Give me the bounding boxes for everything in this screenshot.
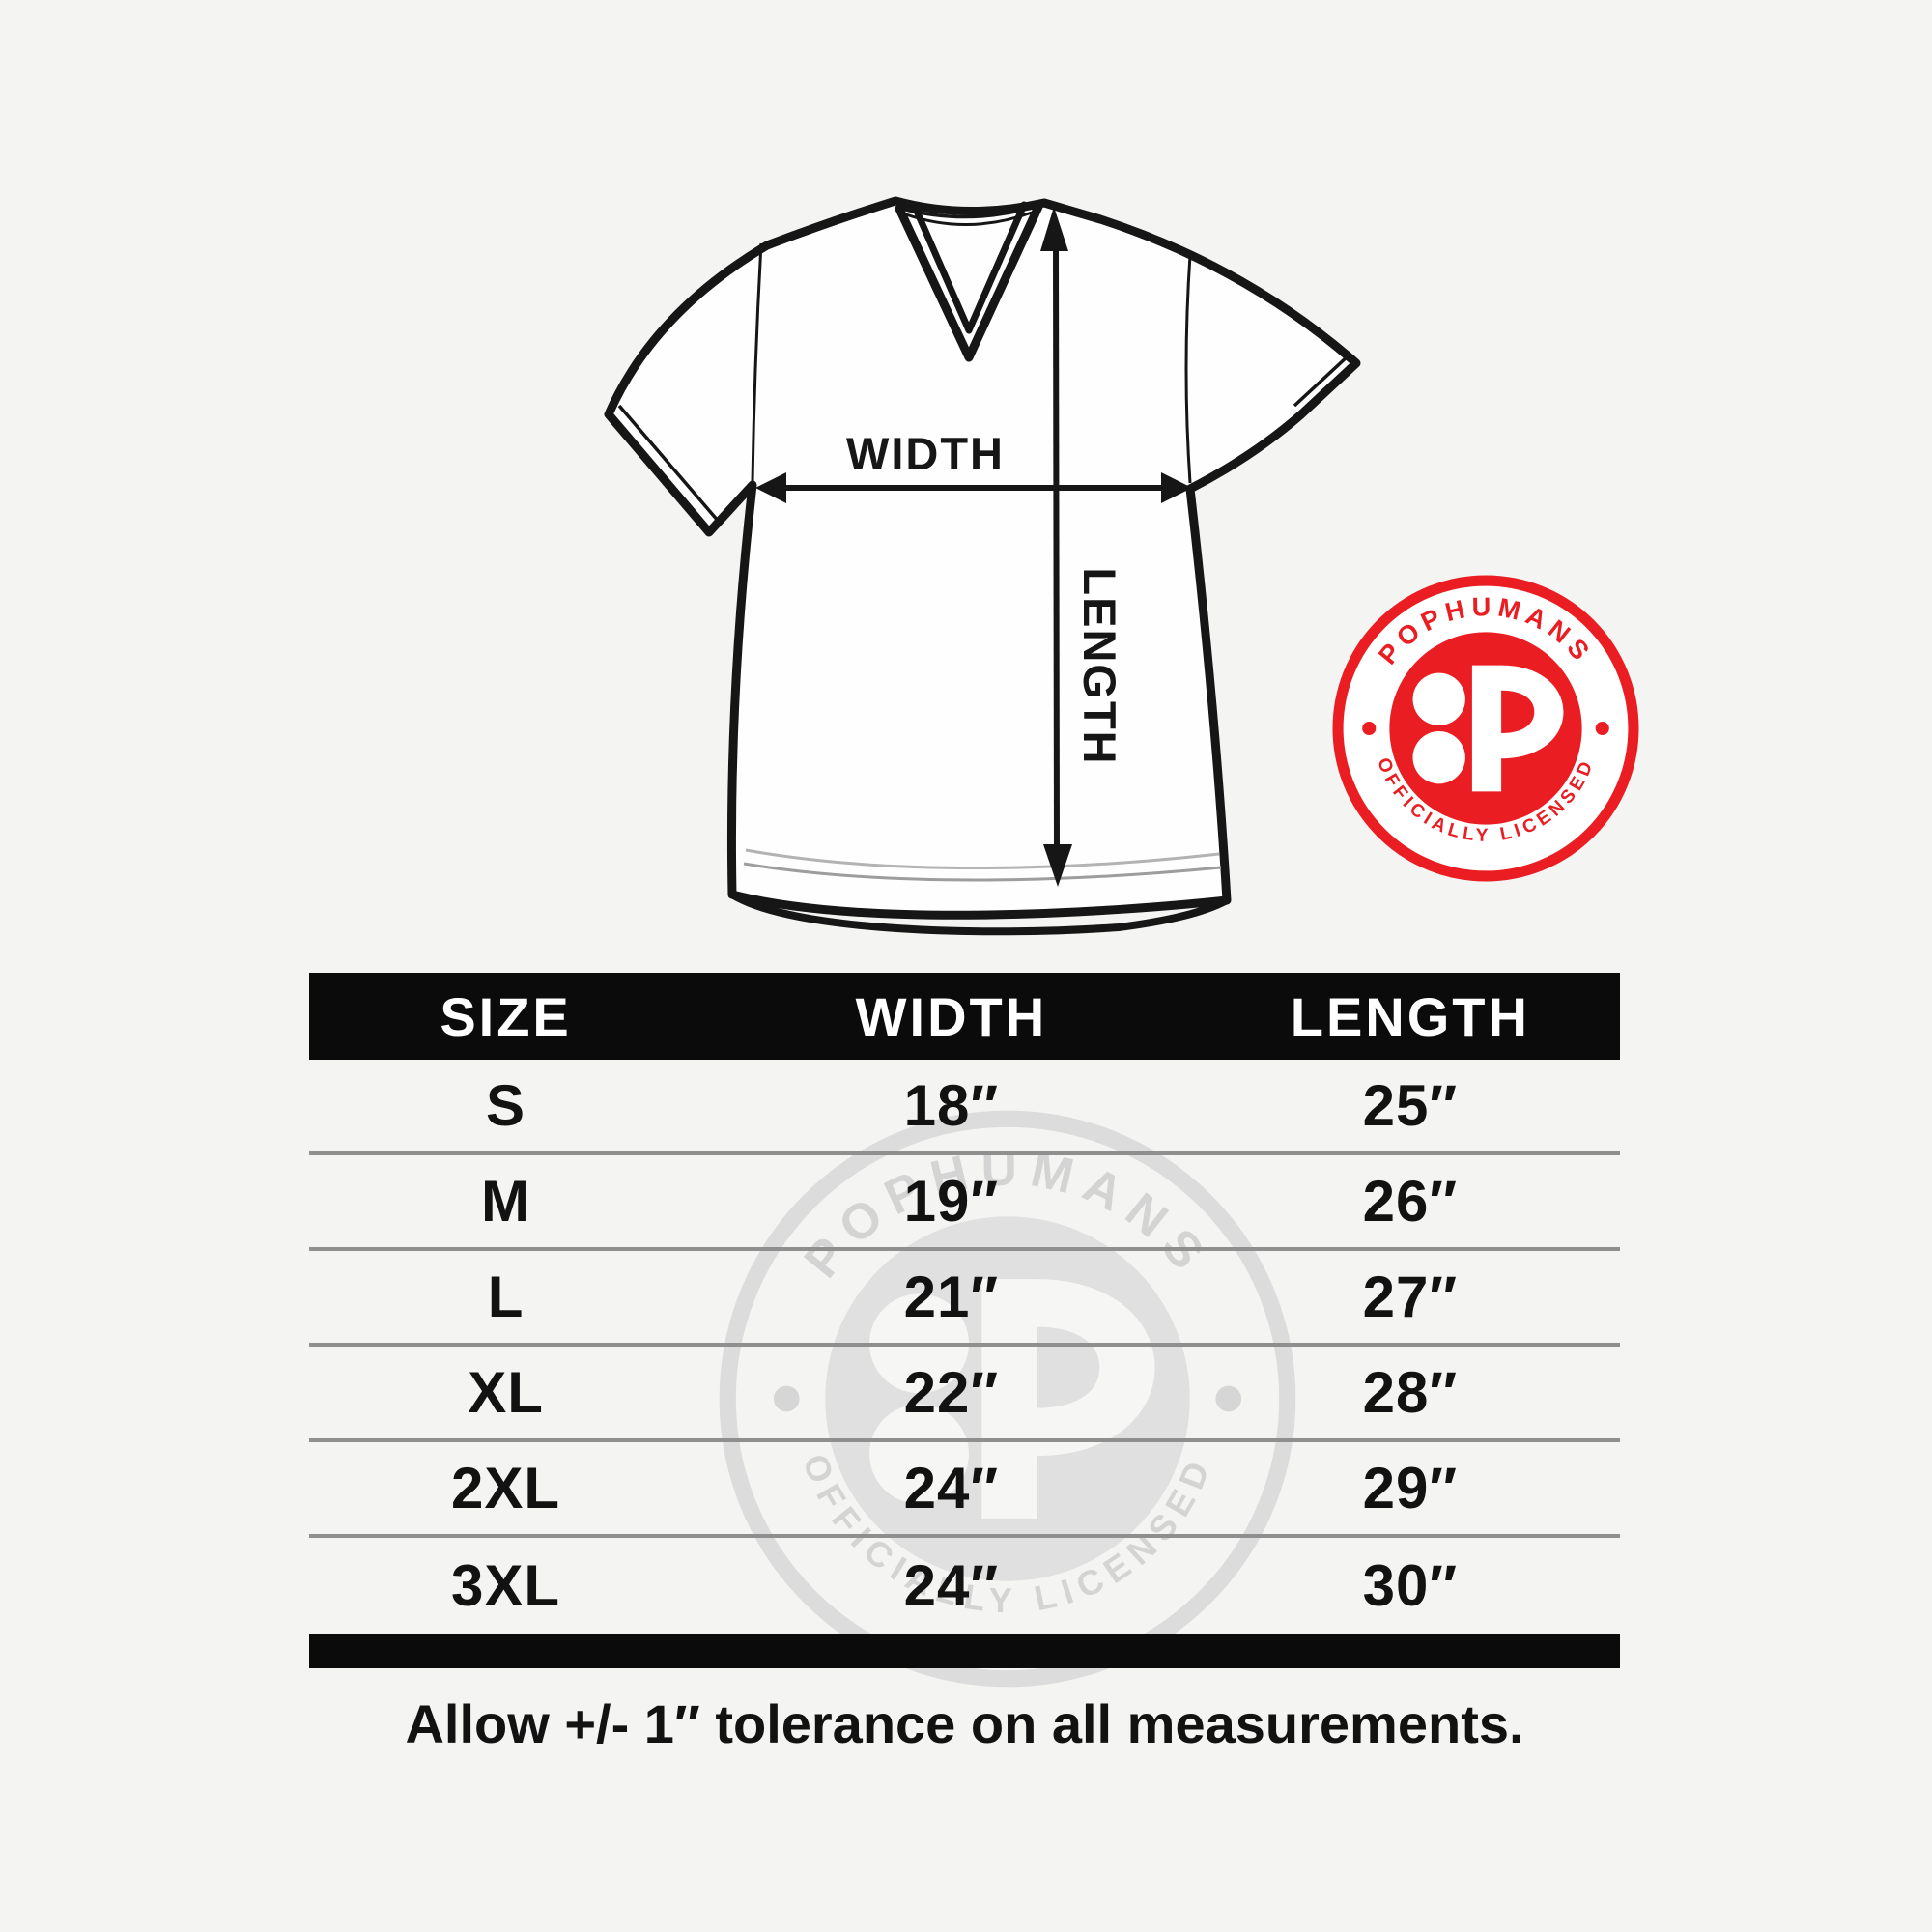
size-table: SIZE WIDTH LENGTH S 18″ 25″ M 19″ 26″ L … (309, 973, 1620, 1668)
vneck-outer-line (895, 202, 1043, 362)
size-cell: M (481, 1169, 531, 1234)
width-cell: 24″ (903, 1456, 1000, 1520)
tolerance-note: Allow +/- 1″ tolerance on all measuremen… (405, 1693, 1524, 1754)
width-arrowhead-left (755, 472, 786, 503)
width-measure-label: WIDTH (846, 428, 1005, 479)
table-bottom-bar (309, 1634, 1620, 1668)
watermark-p-glyph (981, 1279, 1155, 1519)
length-cell: 27″ (1362, 1264, 1459, 1329)
length-measure-label: LENGTH (1074, 567, 1125, 765)
watermark-side-dot-right (1215, 1385, 1242, 1412)
width-cell: 21″ (903, 1264, 1000, 1329)
size-cell: XL (468, 1360, 544, 1425)
length-cell: 29″ (1362, 1456, 1459, 1520)
vneck-inner-line (911, 201, 1028, 334)
table-row-m: M 19″ 26″ (309, 1155, 1620, 1251)
hem-stitch-line-1 (743, 862, 1222, 882)
badge-colon-dot-bottom (1412, 731, 1465, 784)
length-arrow-line (1053, 242, 1060, 851)
size-cell: 3XL (451, 1553, 561, 1618)
brand-badge: POPHUMANS OFFICIALLY LICENSED (1332, 575, 1639, 882)
size-cell: 2XL (451, 1456, 561, 1520)
length-cell: 30″ (1362, 1553, 1459, 1618)
header-length: LENGTH (1290, 985, 1530, 1047)
size-cell: S (486, 1073, 526, 1138)
width-cell: 19″ (903, 1169, 1000, 1234)
badge-side-dot-left (1362, 721, 1377, 736)
length-cell: 26″ (1362, 1169, 1459, 1234)
badge-p-glyph (1471, 665, 1564, 792)
right-cuff-line (1293, 354, 1350, 408)
table-row-s: S 18″ 25″ (309, 1060, 1620, 1155)
length-arrowhead-bottom (1043, 844, 1072, 887)
length-cell: 28″ (1362, 1360, 1459, 1425)
header-width: WIDTH (855, 985, 1048, 1047)
badge-colon-dot-top (1412, 672, 1465, 725)
width-cell: 22″ (903, 1360, 1000, 1425)
tshirt-diagram: WIDTH LENGTH (604, 196, 1361, 936)
watermark-outer-ring (719, 1110, 1296, 1688)
right-body-seam-line (1184, 254, 1192, 484)
width-cell: 18″ (903, 1073, 1000, 1138)
size-table-header: SIZE WIDTH LENGTH (309, 973, 1620, 1060)
hem-fold-line (728, 891, 1231, 936)
badge-side-dot-right (1595, 721, 1609, 736)
width-cell: 24″ (903, 1553, 1000, 1618)
header-size: SIZE (440, 985, 572, 1047)
table-row-l: L 21″ 27″ (309, 1251, 1620, 1347)
watermark-colon-dot-bottom (869, 1404, 969, 1504)
table-row-xl: XL 22″ 28″ (309, 1347, 1620, 1442)
left-body-seam-line (751, 242, 763, 482)
width-arrowhead-right (1161, 472, 1192, 503)
size-cell: L (487, 1264, 525, 1329)
tshirt-outline (604, 196, 1361, 920)
length-cell: 25″ (1362, 1073, 1459, 1138)
watermark-side-dot-left (773, 1385, 800, 1412)
length-arrowhead-top (1040, 207, 1068, 251)
table-row-2xl: 2XL 24″ 29″ (309, 1442, 1620, 1538)
hem-stitch-line-2 (745, 848, 1220, 870)
left-cuff-line (617, 404, 721, 524)
table-row-3xl: 3XL 24″ 30″ (309, 1538, 1620, 1634)
